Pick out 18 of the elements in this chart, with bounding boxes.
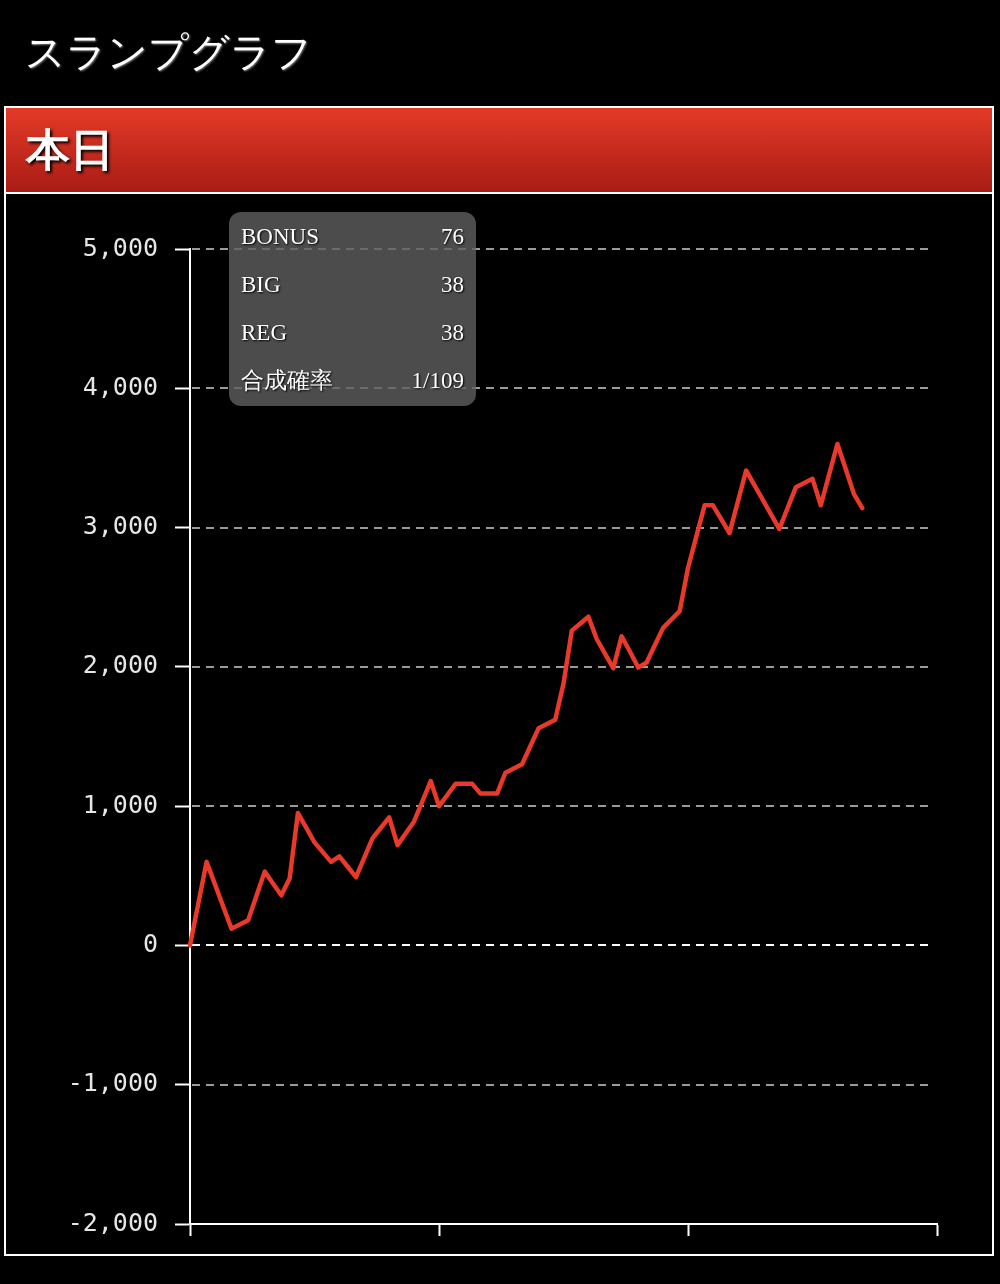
y-tick-label: 3,000 <box>82 511 158 541</box>
annotation: BIG <box>241 271 281 299</box>
y-tick-label: 1,000 <box>82 789 158 819</box>
annotation: 76 <box>441 223 464 251</box>
chart-subtitle: 本日 <box>26 124 114 176</box>
annotation: REG <box>241 319 287 347</box>
annotation: 合成確率 <box>241 367 333 395</box>
y-tick-label: 2,000 <box>82 650 158 680</box>
y-tick-label: -1,000 <box>67 1068 158 1098</box>
y-tick-label: 4,000 <box>82 371 158 401</box>
annotation: 38 <box>441 319 464 347</box>
y-tick-label: -2,000 <box>67 1207 158 1237</box>
y-tick-label: 5,000 <box>82 232 158 262</box>
annotation: 38 <box>441 271 464 299</box>
annotation: 1/109 <box>411 367 464 395</box>
y-tick-label: 0 <box>142 928 158 958</box>
annotation: BONUS <box>241 223 319 251</box>
chart-title: スランプグラフ <box>25 28 312 77</box>
